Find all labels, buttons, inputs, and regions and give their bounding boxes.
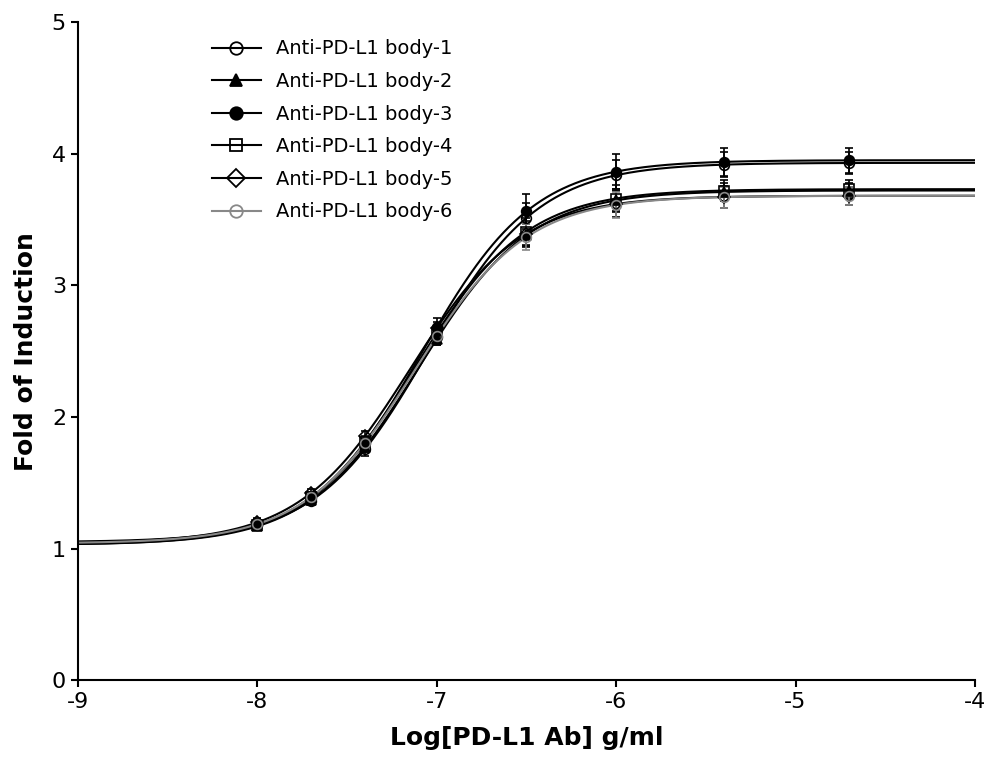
Y-axis label: Fold of Induction: Fold of Induction — [14, 231, 38, 471]
Legend: Anti-PD-L1 body-1, Anti-PD-L1 body-2, Anti-PD-L1 body-3, Anti-PD-L1 body-4, Anti: Anti-PD-L1 body-1, Anti-PD-L1 body-2, An… — [204, 31, 460, 229]
X-axis label: Log[PD-L1 Ab] g/ml: Log[PD-L1 Ab] g/ml — [390, 726, 663, 750]
